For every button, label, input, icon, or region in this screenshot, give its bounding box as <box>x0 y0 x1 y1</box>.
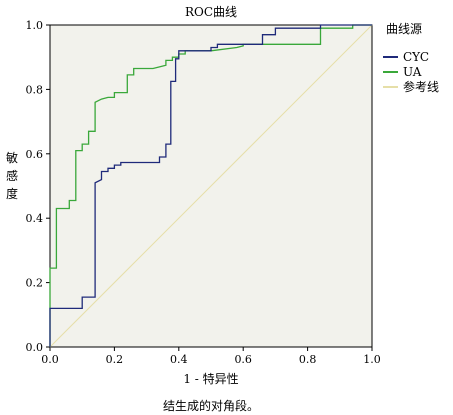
y-tick-label: 0.0 <box>26 341 44 354</box>
chart-title: ROC曲线 <box>185 5 237 19</box>
y-tick-label: 1.0 <box>26 19 44 32</box>
legend-label: 参考线 <box>403 79 439 94</box>
x-axis-label: 1 - 特异性 <box>183 371 238 386</box>
axes: 0.0 0.2 0.4 0.6 0.8 1.0 0.0 0.2 0.4 0.6 0.8 1.0 <box>26 19 381 366</box>
y-tick-label: 0.2 <box>26 277 44 290</box>
legend-label: UA <box>403 65 422 79</box>
series-layer <box>49 24 373 348</box>
y-tick-label: 0.8 <box>26 83 44 96</box>
x-tick-label: 0.6 <box>234 353 252 366</box>
x-tick-label: 0.0 <box>41 353 59 366</box>
y-tick-label: 0.4 <box>26 212 44 225</box>
x-tick-label: 0.2 <box>106 353 124 366</box>
y-tick-label: 0.6 <box>26 148 44 161</box>
series-line-cyc <box>49 24 372 347</box>
legend-label: CYC <box>403 50 429 64</box>
x-tick-label: 0.4 <box>170 353 188 366</box>
footnote: 结生成的对角段。 <box>163 398 259 413</box>
y-axis-label-char: 度 <box>6 186 18 201</box>
x-tick-label: 0.8 <box>299 353 317 366</box>
y-axis-label-char: 感 <box>6 168 18 183</box>
y-axis-label-char: 敏 <box>6 150 18 165</box>
legend-title: 曲线源 <box>386 22 422 36</box>
x-tick-label: 1.0 <box>363 353 381 366</box>
series-line-reference <box>49 24 373 348</box>
series-line-ua <box>49 24 372 347</box>
y-axis-label: 敏感度 <box>6 150 18 201</box>
